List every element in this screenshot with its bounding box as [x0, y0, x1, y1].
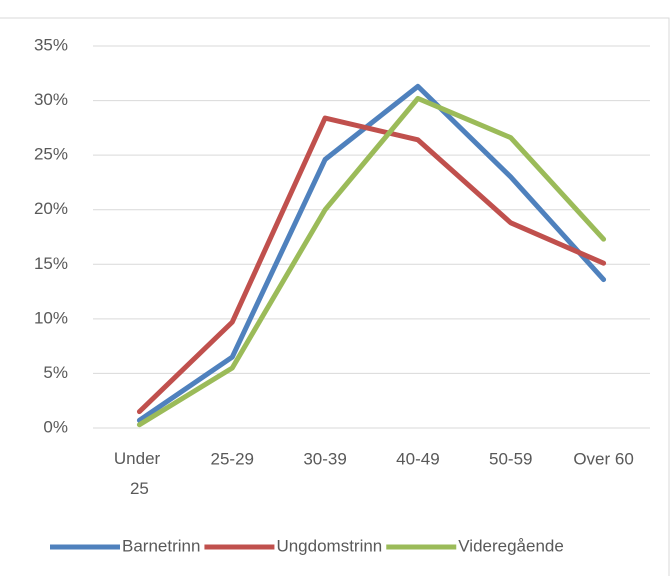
x-tick-label: Over 60	[573, 449, 633, 468]
y-tick-label: 15%	[34, 254, 68, 273]
y-tick-label: 30%	[34, 90, 68, 109]
x-tick-label: 40-49	[396, 449, 439, 468]
legend-label: Ungdomstrinn	[276, 536, 382, 555]
series-line	[136, 83, 607, 423]
series-line	[136, 95, 607, 428]
x-tick-label: 25-29	[211, 449, 254, 468]
legend-label: Barnetrinn	[122, 536, 200, 555]
legend-label: Videregående	[458, 536, 564, 555]
chart-frame	[0, 17, 670, 576]
y-tick-label: 35%	[34, 35, 68, 54]
x-tick-label: 30-39	[303, 449, 346, 468]
y-tick-label: 0%	[43, 417, 68, 436]
y-tick-label: 10%	[34, 308, 68, 327]
y-tick-label: 20%	[34, 199, 68, 218]
y-tick-label: 5%	[43, 363, 68, 382]
x-tick-label: Under 25	[114, 449, 165, 498]
y-tick-label: 25%	[34, 145, 68, 164]
x-tick-label: 50-59	[489, 449, 532, 468]
series-line	[136, 115, 607, 415]
